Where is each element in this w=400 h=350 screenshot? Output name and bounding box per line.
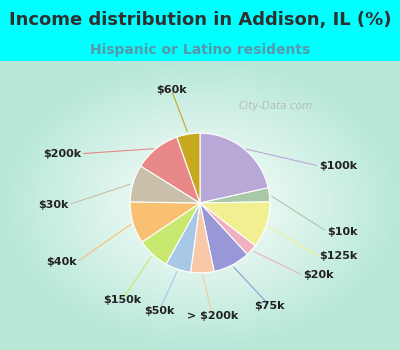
Text: $100k: $100k	[319, 161, 357, 171]
Wedge shape	[141, 137, 200, 203]
Text: Hispanic or Latino residents: Hispanic or Latino residents	[90, 43, 310, 57]
Wedge shape	[166, 203, 200, 272]
Text: $200k: $200k	[43, 149, 81, 159]
Wedge shape	[142, 203, 200, 264]
Text: $150k: $150k	[103, 295, 141, 305]
Wedge shape	[200, 188, 270, 203]
Wedge shape	[200, 202, 270, 246]
Text: $20k: $20k	[303, 270, 333, 280]
Wedge shape	[200, 203, 255, 254]
Text: City-Data.com: City-Data.com	[239, 101, 313, 111]
Text: Income distribution in Addison, IL (%): Income distribution in Addison, IL (%)	[9, 10, 391, 29]
Text: $30k: $30k	[38, 199, 68, 210]
Wedge shape	[200, 203, 247, 271]
Text: $50k: $50k	[144, 307, 174, 316]
Text: $10k: $10k	[327, 227, 358, 237]
Wedge shape	[190, 203, 214, 273]
Text: > $200k: > $200k	[187, 312, 238, 321]
Wedge shape	[177, 133, 200, 203]
Text: $60k: $60k	[156, 85, 186, 95]
Wedge shape	[200, 133, 268, 203]
Text: $75k: $75k	[254, 301, 285, 311]
Text: $40k: $40k	[46, 257, 77, 267]
Wedge shape	[130, 166, 200, 203]
Text: $125k: $125k	[319, 251, 357, 261]
Wedge shape	[130, 202, 200, 242]
